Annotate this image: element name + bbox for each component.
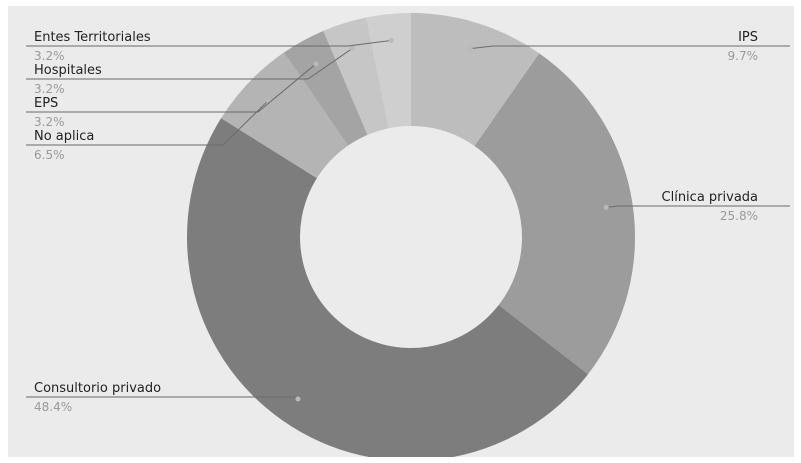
label-ips: IPS <box>738 30 758 45</box>
leader-line-eps <box>26 63 317 113</box>
percent-no-aplica: 6.5% <box>34 148 65 162</box>
leader-dot-entes-territoriales <box>388 37 394 43</box>
leader-line-entes-territoriales <box>26 40 392 47</box>
leader-line-no-aplica <box>26 100 269 146</box>
label-consultorio-privado: Consultorio privado <box>34 381 161 396</box>
leader-dot-no-aplica <box>265 97 271 103</box>
leader-line-hospitales <box>26 48 353 80</box>
leader-dot-hospitales <box>349 45 355 51</box>
slice-no-aplica <box>221 52 349 179</box>
percent-consultorio-privado: 48.4% <box>34 400 72 414</box>
leader-dot-ips <box>467 46 473 52</box>
slice-clinica-privada <box>474 53 636 375</box>
percent-ips: 9.7% <box>728 49 759 63</box>
slice-hospitales <box>323 17 389 135</box>
slice-eps <box>283 30 368 146</box>
percent-clinica-privada: 25.8% <box>720 209 758 223</box>
percent-eps: 3.2% <box>34 115 65 129</box>
leader-dot-clinica-privada <box>603 204 609 210</box>
label-no-aplica: No aplica <box>34 129 94 144</box>
percent-entes-territoriales: 3.2% <box>34 49 65 63</box>
slice-consultorio-privado <box>187 118 588 457</box>
label-eps: EPS <box>34 96 58 111</box>
donut-chart: IPS 9.7% Clínica privada 25.8% Consultorio p… <box>26 13 790 457</box>
leader-dot-eps <box>313 61 319 67</box>
label-entes-territoriales: Entes Territoriales <box>34 30 151 45</box>
leader-dot-consultorio-privado <box>295 396 301 402</box>
label-clinica-privada: Clínica privada <box>662 190 758 205</box>
percent-hospitales: 3.2% <box>34 82 65 96</box>
label-hospitales: Hospitales <box>34 63 102 78</box>
chart-area: IPS 9.7% Clínica privada 25.8% Consultorio p… <box>8 6 794 457</box>
leader-line-clinica-privada <box>606 205 790 208</box>
leader-line-ips <box>470 45 790 50</box>
